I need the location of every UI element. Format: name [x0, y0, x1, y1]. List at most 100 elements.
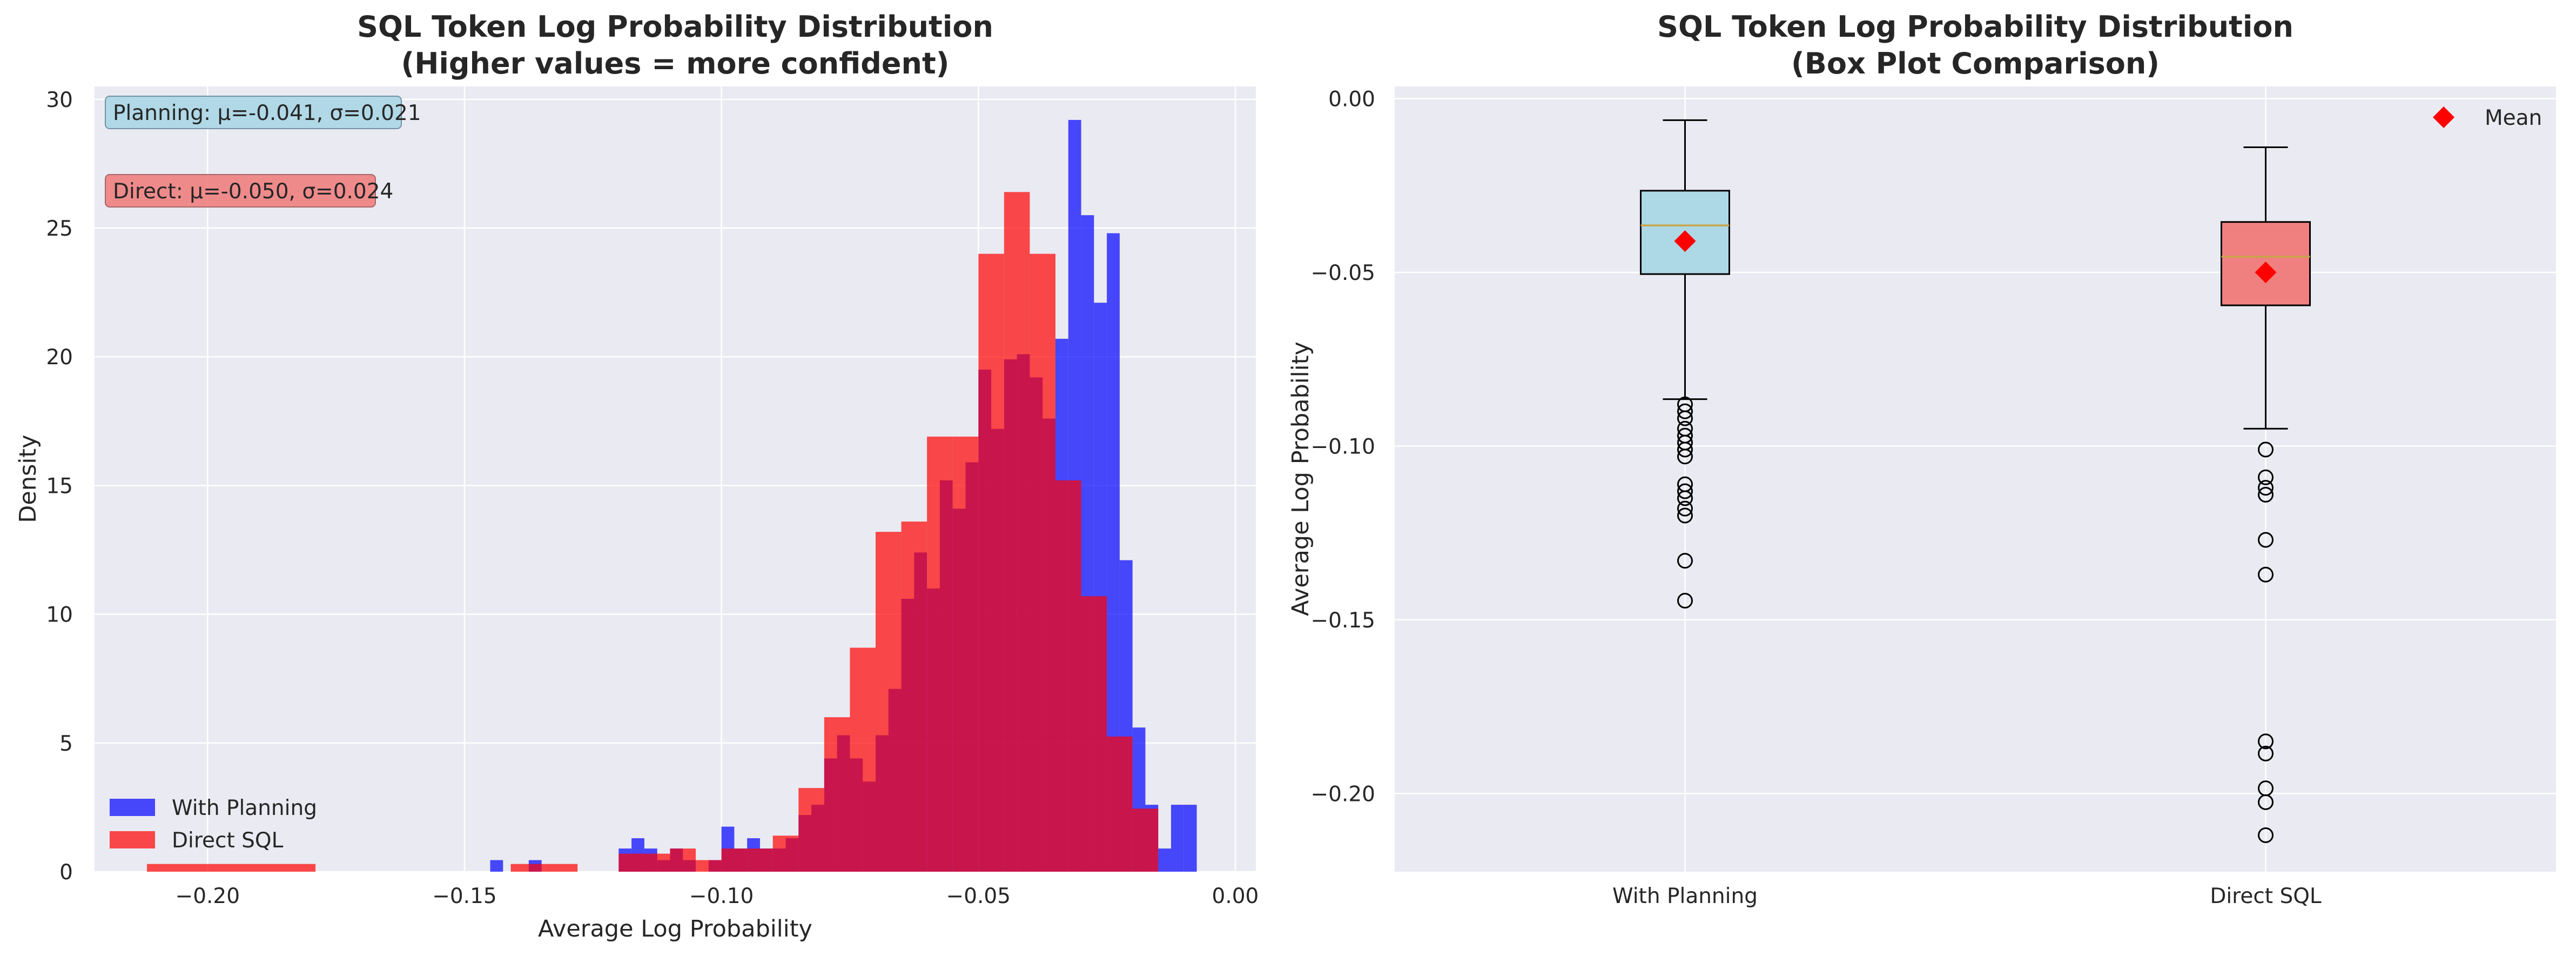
legend-swatch-with-planning [110, 799, 155, 816]
direct-stats-text: Direct: μ=-0.050, σ=0.024 [113, 179, 393, 204]
boxplot-y-axis-label: Average Log Probability [1287, 342, 1314, 616]
histogram-x-tick-label: −0.10 [689, 884, 754, 908]
boxplot-category-label: With Planning [1612, 884, 1758, 908]
histogram-bar [927, 436, 953, 872]
box-direct-sql [2221, 146, 2311, 843]
histogram-bar [544, 864, 578, 872]
histogram-bar [952, 436, 979, 872]
histogram-y-tick-label: 15 [46, 474, 73, 498]
boxplot-legend: Mean [2433, 106, 2542, 130]
boxplot-x-ticks: With Planning Direct SQL [1612, 884, 2322, 908]
histogram-bar [1183, 805, 1197, 872]
boxplot-y-tick-label: −0.15 [1310, 609, 1375, 633]
outlier-point [1677, 403, 1693, 419]
histogram-y-axis-label: Density [15, 434, 42, 523]
box-with-planning [1640, 119, 1730, 609]
histogram-bar [798, 788, 824, 872]
outlier-point [1677, 593, 1693, 609]
histogram-bar [901, 522, 927, 872]
outlier-point [2258, 469, 2274, 485]
histogram-y-tick-label: 10 [46, 603, 73, 627]
outlier-point [2258, 532, 2274, 548]
histogram-bar [490, 860, 503, 872]
direct-stats-annotation: Direct: μ=-0.050, σ=0.024 [105, 174, 393, 208]
histogram-x-tick-label: −0.05 [946, 884, 1011, 908]
boxplot-y-ticks: 0.00 −0.05 −0.10 −0.15 −0.20 [1310, 88, 1375, 807]
histogram-bar [1107, 233, 1120, 872]
histogram-bar [978, 253, 1004, 872]
outlier-point [2258, 480, 2274, 496]
boxplot-panel: 0.00 −0.05 −0.10 −0.15 −0.20 With Planning Di… [1287, 10, 2556, 908]
outlier-point [1677, 553, 1693, 569]
boxplot-category-label: Direct SQL [2210, 884, 2322, 908]
histogram-x-tick-label: −0.20 [176, 884, 240, 908]
histogram-y-tick-label: 25 [46, 217, 73, 241]
histogram-bar [1158, 848, 1172, 872]
histogram-legend: With Planning Direct SQL [110, 796, 317, 853]
histogram-panel: −0.20 −0.15 −0.10 −0.05 0.00 0 5 10 15 20 25 30 SQ… [15, 10, 1259, 942]
planning-stats-annotation: Planning: μ=-0.041, σ=0.021 [105, 96, 421, 129]
boxplot-y-tick-label: −0.20 [1310, 782, 1375, 806]
boxplot-title: SQL Token Log Probability Distribution [1657, 10, 2293, 44]
histogram-bar [618, 853, 644, 872]
mean-marker [2255, 261, 2277, 283]
planning-stats-box [105, 96, 402, 129]
histogram-x-tick-label: 0.00 [1212, 884, 1259, 908]
outlier-point [2258, 566, 2274, 583]
histogram-y-tick-label: 5 [59, 732, 73, 756]
outlier-point [2258, 733, 2274, 750]
outlier-point [2258, 486, 2274, 503]
histogram-bar [772, 835, 799, 872]
histogram-bar [876, 532, 902, 872]
outlier-point [1677, 483, 1693, 499]
boxplot-subtitle: (Box Plot Comparison) [1791, 46, 2160, 81]
histogram-y-tick-label: 30 [46, 88, 73, 112]
histogram-bar [1055, 480, 1081, 872]
outlier-point [1677, 442, 1693, 458]
outlier-point [1677, 507, 1693, 524]
histogram-bar [850, 647, 876, 872]
histogram-bar [696, 860, 722, 872]
histogram-x-tick-label: −0.15 [432, 884, 497, 908]
histogram-bar [1132, 808, 1159, 872]
legend-label-with-planning: With Planning [172, 796, 317, 820]
direct-stats-box [105, 174, 376, 208]
outlier-point [2258, 745, 2274, 761]
histogram-x-ticks: −0.20 −0.15 −0.10 −0.05 0.00 [176, 884, 1259, 908]
outlier-point [1677, 449, 1693, 465]
histogram-bar [644, 853, 670, 872]
boxplot-y-tick-label: −0.10 [1310, 434, 1375, 459]
direct-sql-bars [147, 192, 1159, 872]
histogram-bar [1171, 805, 1184, 872]
legend-swatch-direct-sql [110, 831, 155, 848]
outlier-point [1677, 500, 1693, 517]
histogram-subtitle: (Higher values = more confident) [401, 46, 950, 81]
histogram-bar [147, 864, 316, 872]
legend-label-direct-sql: Direct SQL [172, 828, 284, 853]
legend-label-mean: Mean [2485, 106, 2542, 130]
boxplot-y-tick-label: −0.05 [1310, 261, 1375, 285]
boxplot-boxes [1640, 119, 2311, 843]
histogram-bar [670, 848, 696, 872]
histogram-bar [1107, 736, 1133, 872]
histogram-bar [721, 848, 748, 872]
outlier-point [2258, 827, 2274, 843]
iqr-box [1640, 190, 1730, 275]
boxplot-gridlines [1395, 86, 2556, 872]
histogram-y-ticks: 0 5 10 15 20 25 30 [46, 88, 73, 885]
histogram-bar [1081, 596, 1107, 872]
histogram-bar [510, 864, 544, 872]
histogram-bar [824, 717, 850, 872]
histogram-y-tick-label: 20 [46, 345, 73, 370]
legend-mean-marker [2433, 106, 2454, 128]
outlier-point [1677, 410, 1693, 426]
histogram-bar [747, 848, 773, 872]
mean-marker [1674, 230, 1696, 252]
histogram-bar [1004, 192, 1030, 872]
outlier-point [2258, 794, 2274, 810]
histogram-title: SQL Token Log Probability Distribution [357, 10, 993, 44]
histogram-bar [1030, 253, 1055, 872]
boxplot-y-tick-label: 0.00 [1328, 88, 1375, 112]
boxplot-plot-area [1395, 86, 2556, 872]
